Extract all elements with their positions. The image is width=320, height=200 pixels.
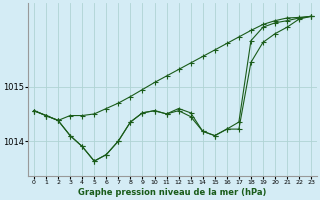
X-axis label: Graphe pression niveau de la mer (hPa): Graphe pression niveau de la mer (hPa): [78, 188, 267, 197]
